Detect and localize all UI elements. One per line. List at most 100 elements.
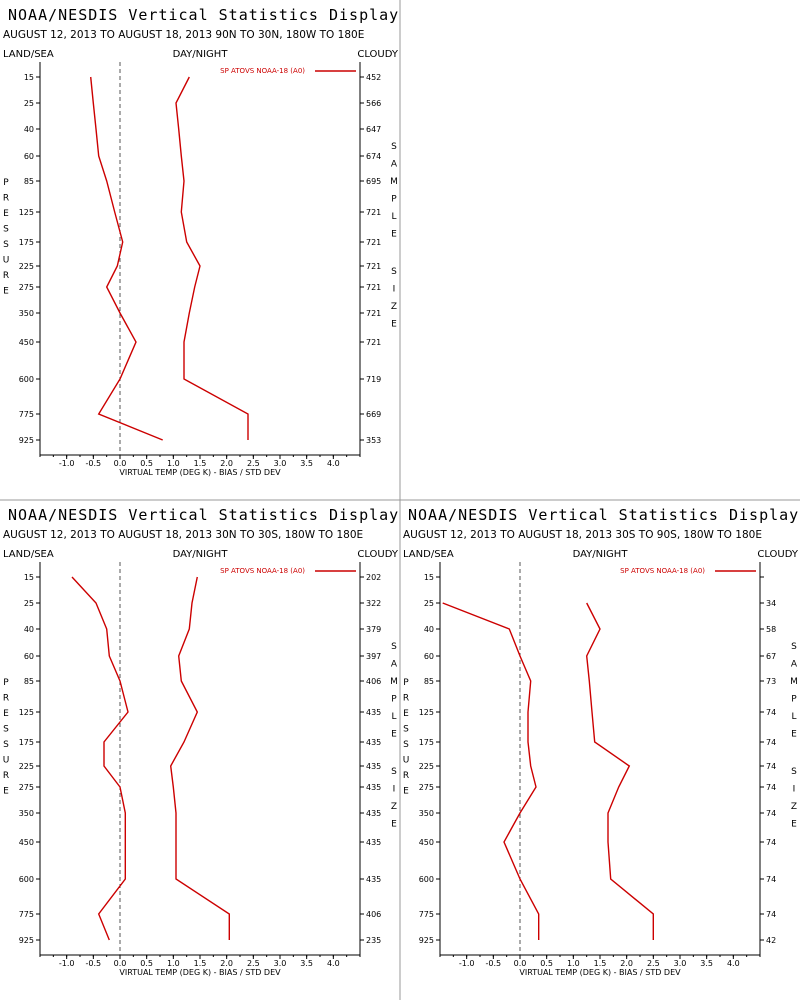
y2-axis-label-letter: Z — [791, 802, 797, 812]
x-tick-label: 4.0 — [327, 959, 340, 968]
sample-size-label: 674 — [366, 152, 381, 161]
sample-size-label: 353 — [366, 436, 381, 445]
header-land-sea: LAND/SEA — [3, 49, 54, 60]
std-dev-series-line — [169, 576, 231, 940]
x-tick-label: 3.5 — [300, 459, 313, 468]
x-axis-label: VIRTUAL TEMP (DEG K) - BIAS / STD DEV — [519, 968, 681, 977]
x-tick-label: 4.0 — [327, 459, 340, 468]
y-axis-label-letter: E — [3, 287, 9, 297]
pressure-level-label: 275 — [19, 283, 34, 292]
x-tick-label: -0.5 — [86, 459, 102, 468]
sample-size-label: 721 — [366, 283, 381, 292]
x-tick-label: 0.5 — [140, 459, 153, 468]
y-axis-label-letter: U — [3, 256, 10, 266]
y-axis-label-letter: R — [3, 271, 9, 281]
sample-size-label: 74 — [766, 809, 776, 818]
pressure-level-label: 925 — [419, 936, 434, 945]
pressure-level-label: 25 — [24, 599, 34, 608]
y2-axis-label-letter: M — [790, 677, 798, 687]
chart-subtitle: AUGUST 12, 2013 TO AUGUST 18, 2013 30S T… — [403, 529, 762, 541]
x-tick-label: 2.0 — [620, 959, 633, 968]
x-tick-label: 2.0 — [220, 459, 233, 468]
header-day-night: DAY/NIGHT — [173, 49, 229, 60]
pressure-level-label: 15 — [424, 573, 434, 582]
pressure-level-label: 85 — [24, 677, 34, 686]
x-tick-label: 0.0 — [514, 959, 527, 968]
sample-size-label: 435 — [366, 762, 381, 771]
legend-label: SP ATOVS NOAA-18 (A0) — [220, 567, 305, 575]
pressure-level-label: 125 — [19, 708, 34, 717]
sample-size-label: 74 — [766, 738, 776, 747]
y-axis-label-letter: R — [3, 771, 9, 781]
y-axis-label-letter: S — [3, 240, 9, 250]
x-tick-label: 3.0 — [274, 459, 287, 468]
pressure-level-label: 225 — [19, 762, 34, 771]
header-land-sea: LAND/SEA — [3, 549, 54, 560]
sample-size-label: 695 — [366, 177, 381, 186]
chart-panel-3: NOAA/NESDIS Vertical Statistics Display A… — [403, 506, 799, 977]
pressure-level-label: 175 — [19, 738, 34, 747]
y2-axis-label-letter: Z — [391, 302, 397, 312]
x-axis-label: VIRTUAL TEMP (DEG K) - BIAS / STD DEV — [119, 468, 281, 477]
x-tick-label: 1.5 — [594, 959, 607, 968]
x-tick-label: 1.0 — [167, 959, 180, 968]
y2-axis-label-letter: S — [391, 142, 397, 152]
pressure-level-label: 775 — [419, 910, 434, 919]
sample-size-label: 721 — [366, 338, 381, 347]
sample-size-label: 397 — [366, 652, 381, 661]
y2-axis-label-letter: E — [391, 730, 397, 740]
y2-axis-label-letter: S — [391, 642, 397, 652]
y-axis-label-letter: S — [3, 725, 9, 735]
sample-size-label: 452 — [366, 73, 381, 82]
pressure-level-label: 925 — [19, 436, 34, 445]
y2-axis-label-letter: E — [391, 820, 397, 830]
y2-axis-label-letter: I — [793, 785, 796, 795]
x-tick-label: 2.5 — [247, 959, 260, 968]
pressure-level-label: 175 — [419, 738, 434, 747]
y-axis-label-letter: R — [403, 694, 409, 704]
y2-axis-label-letter: E — [791, 820, 797, 830]
sample-size-label: 669 — [366, 410, 381, 419]
y2-axis-label-letter: Z — [391, 802, 397, 812]
x-tick-label: 2.5 — [247, 459, 260, 468]
header-cloudy: CLOUDY — [357, 49, 399, 60]
x-tick-label: -0.5 — [86, 959, 102, 968]
pressure-level-label: 125 — [19, 208, 34, 217]
pressure-level-label: 85 — [424, 677, 434, 686]
pressure-level-label: 275 — [419, 783, 434, 792]
y-axis-label-letter: S — [403, 725, 409, 735]
y2-axis-label-letter: P — [391, 195, 397, 205]
sample-size-label: 73 — [766, 677, 776, 686]
sample-size-label: 435 — [366, 875, 381, 884]
chart-title: NOAA/NESDIS Vertical Statistics Display — [408, 506, 799, 524]
y-axis-label-letter: E — [403, 787, 409, 797]
header-cloudy: CLOUDY — [357, 549, 399, 560]
sample-size-label: 74 — [766, 762, 776, 771]
sample-size-label: 721 — [366, 309, 381, 318]
header-day-night: DAY/NIGHT — [173, 549, 229, 560]
x-tick-label: 2.0 — [220, 959, 233, 968]
chart-panel-2: NOAA/NESDIS Vertical Statistics Display A… — [3, 506, 399, 977]
y2-axis-label-letter: I — [393, 785, 396, 795]
y2-axis-label-letter: A — [391, 160, 398, 170]
legend-label: SP ATOVS NOAA-18 (A0) — [220, 67, 305, 75]
y-axis-label-letter: R — [3, 194, 9, 204]
chart-panel-1: NOAA/NESDIS Vertical Statistics Display A… — [3, 6, 399, 477]
y2-axis-label-letter: L — [391, 712, 396, 722]
y-axis-label-letter: E — [3, 209, 9, 219]
x-tick-label: 4.0 — [727, 959, 740, 968]
sample-size-label: 322 — [366, 599, 381, 608]
y2-axis-label-letter: S — [391, 767, 397, 777]
std-dev-series-line — [175, 76, 249, 440]
y-axis-label-letter: E — [3, 787, 9, 797]
sample-size-label: 34 — [766, 599, 776, 608]
pressure-level-label: 60 — [24, 152, 34, 161]
y2-axis-label-letter: S — [791, 767, 797, 777]
x-tick-label: -1.0 — [459, 959, 475, 968]
pressure-level-label: 925 — [19, 936, 34, 945]
x-tick-label: 3.0 — [674, 959, 687, 968]
pressure-level-label: 125 — [419, 708, 434, 717]
x-tick-label: 0.5 — [140, 959, 153, 968]
sample-size-label: 721 — [366, 238, 381, 247]
y-axis-label-letter: R — [3, 694, 9, 704]
